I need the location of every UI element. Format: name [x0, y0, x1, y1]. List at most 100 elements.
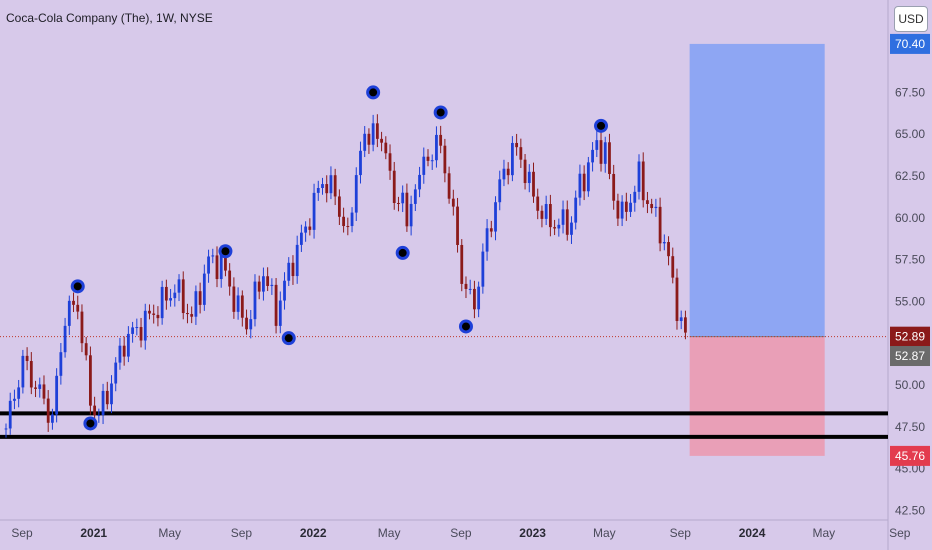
candle-body: [21, 355, 25, 388]
candle-body: [582, 173, 586, 192]
swing-marker-dot: [369, 88, 378, 97]
chart-title: Coca-Cola Company (The), 1W, NYSE: [6, 11, 213, 25]
candle-body: [557, 224, 561, 229]
candle-body: [76, 304, 80, 312]
candle-body: [80, 311, 84, 344]
candle-body: [93, 405, 97, 416]
candle-body: [262, 276, 265, 292]
candle-body: [565, 209, 569, 235]
price-tick-label: 60.00: [895, 211, 925, 225]
candle-body: [266, 276, 270, 286]
candle-body: [101, 390, 105, 416]
candle-body: [620, 201, 624, 219]
currency-button[interactable]: USD: [894, 6, 928, 32]
time-axis[interactable]: Sep 2021 May Sep 2022 May Sep 2023 May Sep 2024 May…: [11, 526, 910, 540]
candle-body: [211, 255, 215, 257]
candle-body: [388, 153, 392, 171]
candle-body: [143, 310, 147, 341]
candle-body: [308, 226, 312, 230]
candle-body: [515, 142, 519, 148]
candle-body: [523, 159, 527, 184]
candle-body: [148, 310, 151, 314]
candle-body: [354, 175, 358, 213]
target-zone[interactable]: [689, 43, 825, 337]
candle-body: [270, 284, 274, 286]
candle-body: [468, 288, 472, 290]
candle-body: [401, 192, 405, 204]
horizontal-lines[interactable]: [0, 336, 888, 439]
candle-body: [278, 300, 282, 326]
price-tick-label: 47.50: [895, 420, 925, 434]
candle-body: [253, 281, 257, 320]
candle-body: [426, 156, 430, 161]
candle-body: [371, 123, 375, 145]
swing-markers[interactable]: [70, 85, 609, 431]
candle-body: [654, 206, 658, 209]
candle-body: [591, 149, 594, 163]
candle-body: [511, 142, 514, 176]
candle-body: [658, 206, 662, 244]
candle-body: [473, 288, 476, 310]
swing-marker-dot: [221, 247, 230, 256]
candle-body: [684, 317, 687, 333]
swing-marker-dot: [398, 248, 407, 257]
price-tick-label: 55.00: [895, 294, 925, 308]
candle-body: [553, 227, 556, 229]
candle-body: [316, 187, 320, 193]
candle-body: [333, 175, 337, 197]
candle-body: [13, 398, 16, 401]
candle-body: [202, 273, 206, 305]
candle-body: [637, 161, 641, 192]
candle-body: [139, 327, 143, 341]
swing-marker-dot: [461, 322, 470, 331]
candle-body: [287, 262, 291, 281]
candle-body: [160, 286, 164, 319]
candle-body: [274, 284, 278, 326]
candle-body: [194, 291, 198, 317]
candle-body: [38, 384, 42, 389]
candle-body: [519, 147, 523, 160]
candle-body: [650, 203, 654, 209]
position-zones[interactable]: [689, 43, 825, 456]
candle-body: [608, 142, 611, 174]
candle-body: [489, 228, 493, 232]
candle-body: [181, 279, 185, 314]
candle-body: [164, 286, 168, 301]
candle-body: [17, 387, 21, 399]
candle-body: [451, 198, 455, 207]
candle-body: [506, 168, 510, 176]
swing-marker-dot: [73, 282, 82, 291]
candle-body: [131, 327, 134, 334]
candle-body: [671, 256, 675, 278]
price-tick-label: 62.50: [895, 169, 925, 183]
candle-body: [4, 428, 8, 430]
swing-marker-dot: [436, 108, 445, 117]
candle-body: [633, 191, 637, 203]
candle-body: [337, 196, 341, 217]
time-tick-label: Sep: [450, 526, 472, 540]
candle-body: [34, 387, 37, 389]
candle-body: [532, 171, 535, 197]
candle-body: [245, 317, 248, 330]
candle-body: [177, 279, 181, 293]
candle-body: [215, 255, 219, 280]
candle-body: [612, 173, 616, 201]
candle-body: [295, 244, 299, 277]
candle-body: [359, 150, 362, 176]
candle-body: [321, 184, 324, 188]
time-tick-label: May: [378, 526, 401, 540]
candle-body: [8, 400, 12, 429]
candle-body: [304, 226, 308, 233]
candle-body: [599, 140, 603, 164]
candle-body: [392, 170, 396, 203]
candle-body: [667, 242, 670, 257]
candle-body: [527, 171, 531, 184]
candle-body: [422, 156, 426, 175]
candle-body: [228, 270, 232, 287]
time-tick-label: May: [812, 526, 835, 540]
candle-body: [616, 200, 620, 219]
candle-body: [300, 232, 303, 245]
candlestick-series: [4, 114, 687, 438]
candle-body: [561, 209, 565, 225]
